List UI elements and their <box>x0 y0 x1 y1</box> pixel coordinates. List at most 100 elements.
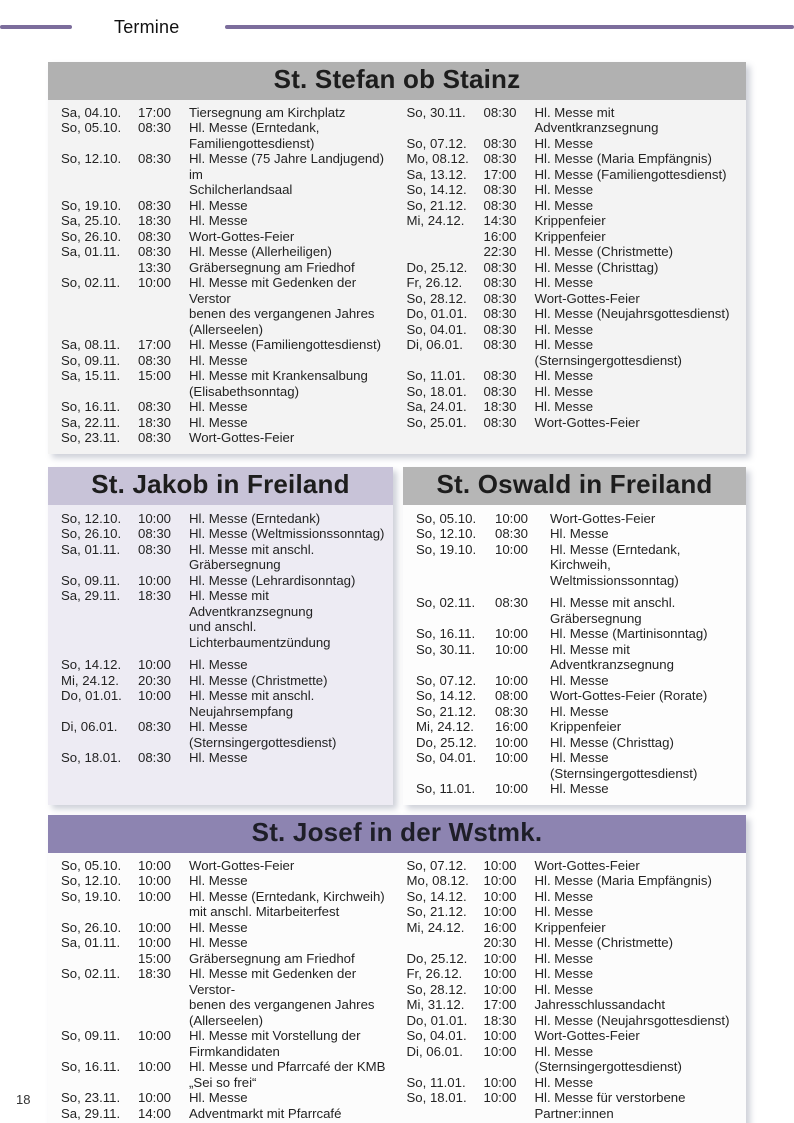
st-stefan-column-left: Sa, 04.10. 17:00 Tiersegnung am Kirchpla… <box>61 105 393 446</box>
event-time: 10:00 <box>495 750 529 766</box>
event-date: Do, 25.12. <box>416 734 477 750</box>
schedule-row: So, 05.10. 08:30 Hl. Messe (Erntedank, F… <box>61 120 393 151</box>
event-date: So, 12.10. <box>61 151 122 167</box>
section-title-st-jakob: St. Jakob in Freiland <box>48 466 393 505</box>
event-description: Hl. Messe <box>534 383 594 399</box>
event-date: So, 18.01. <box>61 750 122 766</box>
event-time: 16:00 <box>495 719 529 735</box>
event-description: Hl. Messe <box>189 352 248 368</box>
schedule-row: 13:30 Gräbersegnung am Friedhof <box>61 260 393 276</box>
event-date: So, 18.01. <box>406 383 467 399</box>
schedule-row: So, 12.10. 08:30 Hl. Messe <box>416 526 738 542</box>
event-time: 10:00 <box>483 904 517 920</box>
event-description: Hl. Messe (Maria Empfängnis) <box>534 873 712 889</box>
schedule-row: So, 05.10. 10:00 Wort-Gottes-Feier <box>61 858 393 874</box>
section-st-jakob: St. Jakob in Freiland So, 12.10. 10:00 H… <box>48 466 393 805</box>
event-time: 08:30 <box>483 383 517 399</box>
event-time: 08:30 <box>483 259 517 275</box>
schedule-row: So, 30.11. 10:00 Hl. Messe mit Adventkra… <box>416 642 738 673</box>
event-description: Hl. Messe <box>189 399 248 415</box>
event-description: Wort-Gottes-Feier <box>189 430 295 446</box>
schedule-row: Sa, 15.11. 15:00 Hl. Messe mit Krankensa… <box>61 368 393 399</box>
event-description: Wort-Gottes-Feier <box>534 857 640 873</box>
schedule-row: So, 14.12. 10:00 Hl. Messe <box>61 657 385 673</box>
event-date: So, 16.11. <box>61 1059 121 1075</box>
event-description: Hl. Messe <box>550 703 609 719</box>
event-description: Krippenfeier <box>534 213 606 229</box>
event-time: 15:00 <box>138 950 172 966</box>
section-title-st-josef: St. Josef in der Wstmk. <box>48 814 746 853</box>
event-time: 10:00 <box>483 1090 517 1106</box>
event-description: Hl. Messe mit Krankensalbung (Elisabeths… <box>189 368 368 399</box>
schedule-row: 15:00 adventliches Kirchenkonzert <box>61 1121 393 1123</box>
event-description: Hl. Messe (Allerheiligen) <box>189 244 332 260</box>
event-date: So, 07.12. <box>406 135 467 151</box>
event-description: Hl. Messe (Neujahrsgottesdienst) <box>534 1012 730 1028</box>
event-time: 14:00 <box>138 1105 172 1121</box>
event-description: Hl. Messe <box>189 873 248 889</box>
event-description: Hl. Messe (Christmette) <box>534 244 674 260</box>
event-description: Gräbersegnung am Friedhof <box>189 950 355 966</box>
schedule-row: 22:30 Hl. Messe (Christmette) <box>407 244 739 260</box>
event-time: 10:00 <box>138 275 172 291</box>
event-time: 08:30 <box>138 228 172 244</box>
event-description: Hl. Messe <box>189 414 248 430</box>
schedule-row: So, 19.10. 08:30 Hl. Messe <box>61 198 393 214</box>
event-description: Hl. Messe (Sternsingergottesdienst) <box>534 1043 682 1075</box>
schedule-row: Mo, 08.12. 10:00 Hl. Messe (Maria Empfän… <box>407 873 739 889</box>
event-time: 08:30 <box>495 595 529 611</box>
event-date: So, 19.10. <box>416 541 477 557</box>
event-description: Hl. Messe (Christtag) <box>550 734 674 750</box>
schedule-row: Fr, 26.12. 10:00 Hl. Messe <box>407 966 739 982</box>
event-description: Gräbersegnung am Friedhof <box>189 259 355 275</box>
event-date: So, 14.12. <box>61 657 122 673</box>
event-date: So, 09.11. <box>61 572 121 588</box>
header-rule-left <box>0 25 72 29</box>
event-description: Tiersegnung am Kirchplatz <box>189 104 346 120</box>
event-time: 10:00 <box>138 510 172 526</box>
event-time: 10:00 <box>138 857 172 873</box>
event-date: So, 04.01. <box>406 1028 467 1044</box>
event-time: 20:30 <box>138 672 172 688</box>
event-description: Hl. Messe <box>189 750 248 766</box>
schedule-row: Di, 06.01. 10:00 Hl. Messe (Sternsingerg… <box>407 1044 739 1075</box>
schedule-row: So, 19.10. 10:00 Hl. Messe (Erntedank, K… <box>61 889 393 920</box>
event-description: Hl. Messe <box>189 1090 248 1106</box>
event-date: So, 09.11. <box>61 352 121 368</box>
event-description: Hl. Messe (Erntedank, Kirchweih) mit ans… <box>189 888 385 920</box>
schedule-row: Sa, 24.01. 18:30 Hl. Messe <box>407 399 739 415</box>
event-description: Hl. Messe mit Gedenken der Verstor benen… <box>189 275 375 337</box>
event-description: Hl. Messe (Neujahrsgottesdienst) <box>534 306 730 322</box>
schedule-row: So, 30.11. 08:30 Hl. Messe mit Adventkra… <box>407 105 739 136</box>
schedule-row: So, 19.10. 10:00 Hl. Messe (Erntedank, K… <box>416 542 738 589</box>
event-description: Hl. Messe (Maria Empfängnis) <box>534 151 712 167</box>
schedule-row: So, 14.12. 08:30 Hl. Messe <box>407 182 739 198</box>
event-date: So, 05.10. <box>416 510 477 526</box>
event-time: 10:00 <box>138 1059 172 1075</box>
schedule-row: So, 11.01. 10:00 Hl. Messe <box>407 1075 739 1091</box>
event-date: So, 26.10. <box>61 919 122 935</box>
schedule-row: So, 16.11. 08:30 Hl. Messe <box>61 399 393 415</box>
event-date: So, 02.11. <box>416 595 476 611</box>
event-time: 08:30 <box>483 197 517 213</box>
event-date <box>61 260 131 276</box>
schedule-row: So, 04.01. 08:30 Hl. Messe <box>407 322 739 338</box>
schedule-row: So, 26.10. 10:00 Hl. Messe <box>61 920 393 936</box>
event-date: Fr, 26.12. <box>406 966 463 982</box>
event-time: 08:30 <box>495 703 529 719</box>
st-josef-column-left: So, 05.10. 10:00 Wort-Gottes-Feier So, 1… <box>61 858 393 1123</box>
event-time: 10:00 <box>138 888 172 904</box>
event-date: So, 18.01. <box>406 1090 467 1106</box>
schedule-row: So, 09.11. 10:00 Hl. Messe mit Vorstellu… <box>61 1028 393 1059</box>
event-time: 08:30 <box>495 526 529 542</box>
event-time: 08:30 <box>483 104 517 120</box>
event-time: 08:30 <box>138 541 172 557</box>
event-description: Hl. Messe <box>189 657 248 673</box>
event-description: Hl. Messe <box>534 966 594 982</box>
event-description: Hl. Messe (Christtag) <box>534 259 659 275</box>
schedule-row: So, 02.11. 08:30 Hl. Messe mit anschl. G… <box>416 595 738 626</box>
event-description: Hl. Messe <box>534 888 594 904</box>
schedule-row: So, 18.01. 08:30 Hl. Messe <box>407 384 739 400</box>
schedule-row: Mi, 31.12. 17:00 Jahresschlussandacht <box>407 997 739 1013</box>
event-time: 08:30 <box>138 352 172 368</box>
